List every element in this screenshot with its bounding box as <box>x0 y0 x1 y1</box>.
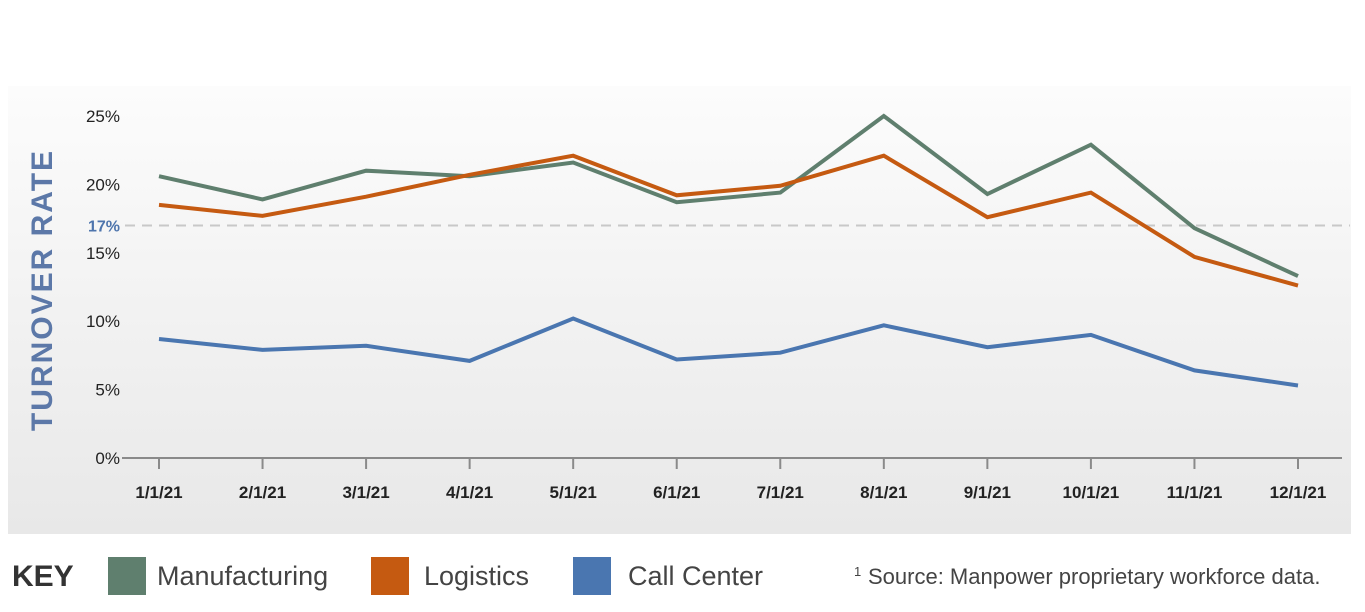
y-tick-label: 0% <box>95 449 120 468</box>
y-tick-label: 5% <box>95 381 120 400</box>
legend-label-manufacturing: Manufacturing <box>157 561 328 591</box>
x-tick-label: 8/1/21 <box>860 483 907 502</box>
x-tick-label: 11/1/21 <box>1167 483 1223 502</box>
x-tick-label: 3/1/21 <box>342 483 389 502</box>
x-tick-label: 7/1/21 <box>757 483 804 502</box>
y-axis-ticks: 0% 5% 10% 15% 20% 25% <box>86 107 120 468</box>
legend-label-logistics: Logistics <box>424 561 529 591</box>
y-tick-label: 15% <box>86 244 120 263</box>
x-tick-label: 12/1/21 <box>1270 483 1327 502</box>
series-line-logistics <box>158 153 1299 288</box>
x-tick-label: 1/1/21 <box>135 483 182 502</box>
x-tick-label: 10/1/21 <box>1063 483 1120 502</box>
y-tick-label: 10% <box>86 312 120 331</box>
y-tick-label: 25% <box>86 107 120 126</box>
legend-key-label: KEY <box>12 560 74 593</box>
footnote-marker: 1 <box>854 564 861 579</box>
y-axis-label: TURNOVER RATE <box>26 149 59 431</box>
series-group <box>158 113 1299 388</box>
x-tick-label: 5/1/21 <box>550 483 597 502</box>
x-tick-label: 2/1/21 <box>239 483 286 502</box>
plot-background <box>8 86 1351 534</box>
y-tick-label: 20% <box>86 175 120 194</box>
x-tick-label: 4/1/21 <box>446 483 493 502</box>
x-tick-label: 6/1/21 <box>653 483 700 502</box>
legend-swatch-manufacturing <box>108 557 146 595</box>
series-line-call-center <box>158 316 1299 388</box>
footnote: 1 Source: Manpower proprietary workforce… <box>854 564 1320 589</box>
legend: KEY Manufacturing Logistics Call Center <box>12 557 763 595</box>
legend-swatch-call-center <box>573 557 611 595</box>
x-axis: 1/1/21 2/1/21 3/1/21 4/1/21 5/1/21 6/1/21 7/1/… <box>122 457 1342 502</box>
legend-label-call-center: Call Center <box>628 561 763 591</box>
legend-swatch-logistics <box>371 557 409 595</box>
footnote-source-text: Source: Manpower proprietary workforce d… <box>868 564 1320 589</box>
series-line-manufacturing <box>158 113 1299 278</box>
x-tick-label: 9/1/21 <box>964 483 1011 502</box>
reference-line-label: 17% <box>88 218 120 235</box>
